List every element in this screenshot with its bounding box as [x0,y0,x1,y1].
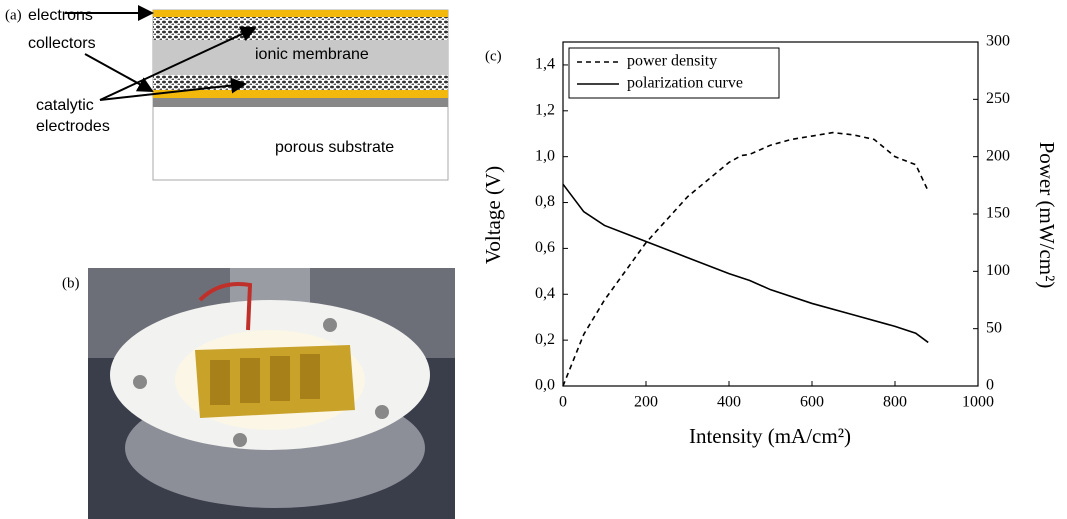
panel-label: (b) [62,275,80,291]
x-tick-label: 400 [717,394,741,411]
legend-label: polarization curve [627,75,743,92]
x-tick-label: 0 [559,394,567,411]
y-tick-label: 0,4 [535,285,555,302]
series-line [563,184,928,342]
layer-diagram: (a) electrons collectors catalytic elect… [5,7,448,180]
figure: (a) electrons collectors catalytic elect… [0,0,1067,519]
chart: (c) Intensity (mA/cm²) Voltage (V) Power… [481,33,1059,448]
y2-tick-label: 150 [986,205,1010,222]
y-tick-label: 0,8 [535,193,555,210]
series-line [563,133,928,386]
label: porous substrate [275,139,394,156]
y2-tick-label: 0 [986,377,994,394]
panel-label: (a) [5,7,22,23]
y-tick-label: 1,2 [535,101,555,118]
y-tick-label: 0,6 [535,239,555,256]
y2-tick-label: 250 [986,90,1010,107]
y2-axis-label: Power (mW/cm²) [1035,142,1059,289]
label: ionic membrane [255,46,369,63]
photo: (b) [62,268,455,519]
x-tick-label: 800 [883,394,907,411]
y-tick-label: 0,0 [535,377,555,394]
y-tick-label: 0,2 [535,331,555,348]
label: electrons [28,7,93,24]
y-axis-label: Voltage (V) [481,166,505,264]
label: collectors [28,35,96,52]
label: electrodes [36,118,110,135]
y-tick-label: 1,0 [535,147,555,164]
y2-tick-label: 300 [986,33,1010,50]
y-tick-label: 1,4 [535,56,555,73]
x-axis-label: Intensity (mA/cm²) [689,424,851,448]
y2-tick-label: 200 [986,147,1010,164]
x-tick-label: 200 [634,394,658,411]
panel-label: (c) [485,48,502,64]
x-tick-label: 600 [800,394,824,411]
label: catalytic [36,97,94,114]
y2-tick-label: 100 [986,262,1010,279]
page: {"panel_a": {"label": "(a)", "electrons_… [0,0,1067,519]
legend-label: power density [627,53,717,70]
y2-tick-label: 50 [986,319,1002,336]
x-tick-label: 1000 [962,394,994,411]
